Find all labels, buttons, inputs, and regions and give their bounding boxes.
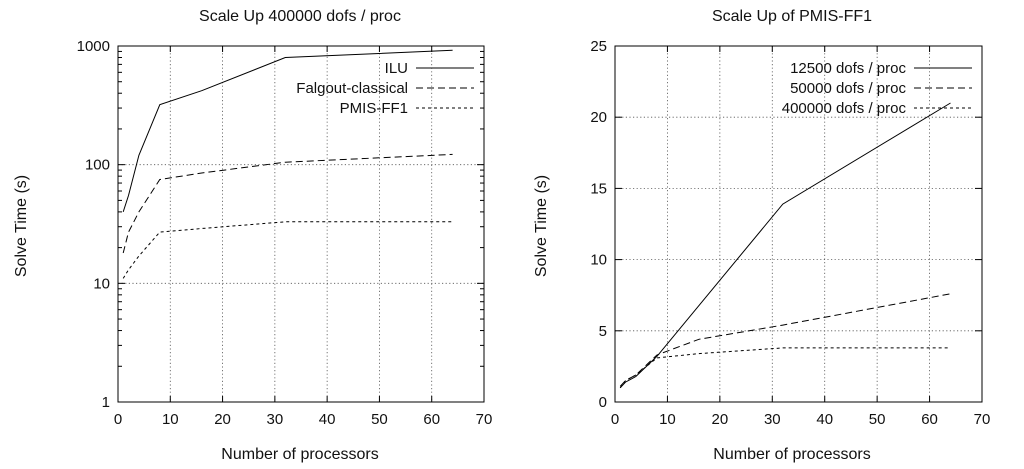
y-tick-label: 25 bbox=[590, 38, 607, 55]
x-tick-label: 50 bbox=[869, 411, 886, 428]
series-line bbox=[619, 102, 951, 389]
y-tick-label: 10 bbox=[590, 252, 607, 269]
y-tick-labels: 0 5 10 15 20 25 bbox=[590, 38, 607, 411]
y-tick-label: 1000 bbox=[77, 38, 110, 55]
legend: ILU Falgout-classical PMIS-FF1 bbox=[296, 60, 474, 117]
y-tick-label: 100 bbox=[85, 157, 110, 174]
chart-title: Scale Up of PMIS-FF1 bbox=[712, 8, 872, 25]
y-tick-label: 1 bbox=[102, 394, 110, 411]
y-axis-label: Solve Time (s) bbox=[533, 175, 550, 277]
x-tick-label: 40 bbox=[319, 411, 336, 428]
legend-label: 400000 dofs / proc bbox=[782, 100, 907, 117]
x-tick-label: 70 bbox=[476, 411, 493, 428]
x-tick-label: 10 bbox=[659, 411, 676, 428]
x-tick-label: 50 bbox=[371, 411, 388, 428]
legend-label: Falgout-classical bbox=[296, 80, 408, 97]
series-line bbox=[122, 221, 453, 279]
plot-frame bbox=[117, 45, 485, 403]
y-axis-label: Solve Time (s) bbox=[13, 175, 30, 277]
x-tick-labels: 0 10 20 30 40 50 60 70 bbox=[611, 411, 991, 428]
legend: 12500 dofs / proc 50000 dofs / proc 4000… bbox=[782, 60, 972, 117]
x-tick-label: 40 bbox=[816, 411, 833, 428]
x-tick-label: 0 bbox=[611, 411, 619, 428]
series-line bbox=[122, 49, 453, 213]
legend-label: 12500 dofs / proc bbox=[790, 60, 906, 77]
plot-frame bbox=[614, 45, 983, 403]
series-line bbox=[619, 347, 951, 389]
x-axis-label: Number of processors bbox=[221, 446, 378, 463]
x-tick-labels: 0 10 20 30 40 50 60 70 bbox=[114, 411, 493, 428]
axis-ticks bbox=[117, 45, 485, 403]
x-tick-label: 30 bbox=[764, 411, 781, 428]
chart-title: Scale Up 400000 dofs / proc bbox=[199, 8, 401, 25]
chart-left: Scale Up 400000 dofs / proc Number of pr… bbox=[13, 8, 492, 463]
chart-right: Scale Up of PMIS-FF1 Number of processor… bbox=[533, 8, 990, 463]
y-tick-labels: 1 10 100 1000 bbox=[77, 38, 110, 411]
legend-label: PMIS-FF1 bbox=[340, 100, 408, 117]
x-tick-label: 20 bbox=[214, 411, 231, 428]
legend-label: ILU bbox=[385, 60, 408, 77]
y-tick-label: 5 bbox=[599, 323, 607, 340]
y-tick-label: 20 bbox=[590, 109, 607, 126]
x-tick-label: 60 bbox=[423, 411, 440, 428]
grid-lines bbox=[118, 46, 484, 402]
x-tick-label: 0 bbox=[114, 411, 122, 428]
y-tick-label: 10 bbox=[93, 275, 110, 292]
x-tick-label: 30 bbox=[267, 411, 284, 428]
series-lines bbox=[122, 49, 453, 279]
series-lines bbox=[619, 102, 951, 389]
series-line bbox=[122, 153, 453, 254]
y-tick-label: 0 bbox=[599, 394, 607, 411]
x-tick-label: 20 bbox=[712, 411, 729, 428]
x-tick-label: 60 bbox=[921, 411, 938, 428]
y-tick-label: 15 bbox=[590, 180, 607, 197]
x-tick-label: 70 bbox=[974, 411, 991, 428]
x-tick-label: 10 bbox=[162, 411, 179, 428]
series-line bbox=[619, 293, 951, 387]
x-axis-label: Number of processors bbox=[713, 446, 870, 463]
legend-label: 50000 dofs / proc bbox=[790, 80, 906, 97]
